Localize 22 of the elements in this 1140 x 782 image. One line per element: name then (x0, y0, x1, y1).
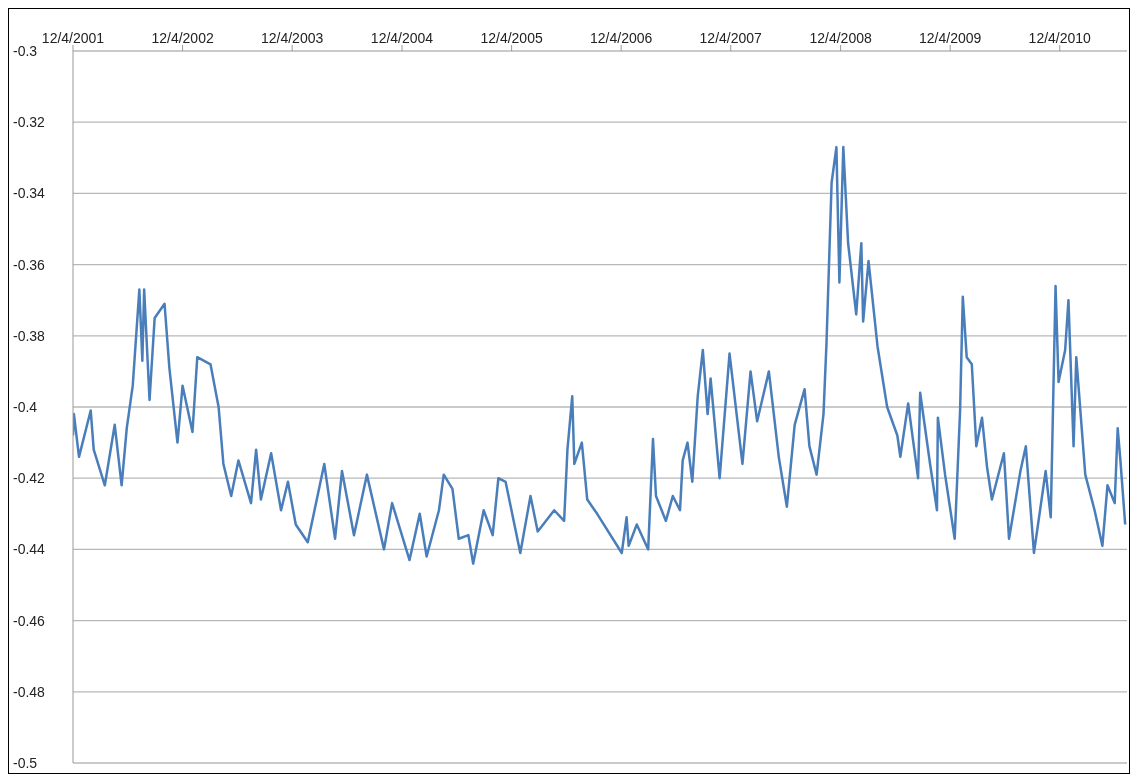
x-tick-label: 12/4/2006 (590, 30, 653, 46)
x-tick-label: 12/4/2007 (699, 30, 763, 46)
x-tick-label: 12/4/2001 (41, 30, 105, 46)
x-tick-label: 12/4/2003 (261, 30, 324, 46)
x-tick-label: 12/4/2010 (1028, 30, 1092, 46)
y-tick-label: -0.44 (13, 541, 46, 558)
y-tick-label: -0.5 (13, 754, 38, 771)
y-tick-label: -0.32 (13, 114, 46, 131)
y-tick-label: -0.38 (13, 327, 46, 344)
y-tick-label: -0.48 (13, 683, 46, 700)
x-tick-label: 12/4/2004 (370, 30, 434, 46)
y-tick-label: -0.3 (13, 42, 38, 59)
x-tick-label: 12/4/2002 (151, 30, 214, 46)
line-series (73, 145, 1127, 565)
x-tick-label: 12/4/2008 (809, 30, 872, 46)
x-tick-label: 12/4/2009 (919, 30, 982, 46)
y-tick-label: -0.4 (13, 398, 38, 415)
y-tick-label: -0.34 (13, 185, 46, 202)
y-tick-label: -0.42 (13, 470, 46, 487)
y-tick-label: -0.46 (13, 612, 46, 629)
y-tick-label: -0.36 (13, 256, 46, 273)
x-tick-label: 12/4/2005 (480, 30, 543, 46)
